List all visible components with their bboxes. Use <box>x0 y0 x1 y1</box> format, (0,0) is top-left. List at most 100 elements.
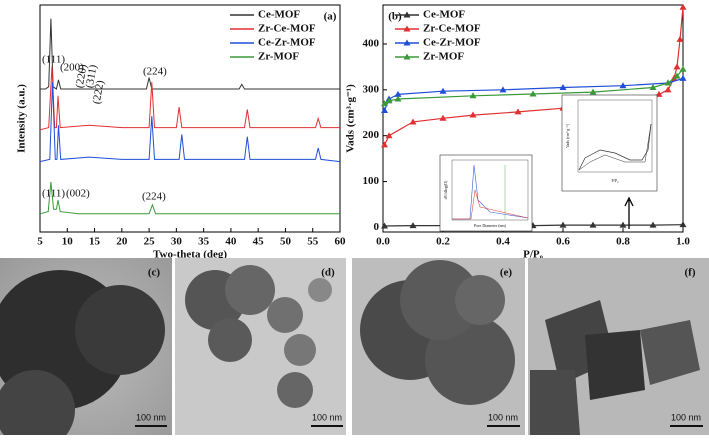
x-tick-label: 60 <box>335 236 347 248</box>
peak-label: (111) <box>42 54 65 66</box>
marker <box>559 221 567 228</box>
y-tick-label: 100 <box>363 175 380 187</box>
marker <box>514 108 522 115</box>
legend-label: Zr-MOF <box>423 51 464 63</box>
x-tick-label: 35 <box>198 236 210 248</box>
peak-label: (002) <box>66 188 90 200</box>
x-tick-label: 55 <box>307 236 319 248</box>
marker <box>381 106 388 113</box>
chart: 5 10 15 20 25 30 35 40 45 50 55 60 Two-theta (deg) In… <box>16 4 347 261</box>
series-line <box>39 82 341 163</box>
x-tick-label: 0.4 <box>496 236 510 248</box>
marker <box>381 100 388 107</box>
peak-label: (111) <box>42 188 65 200</box>
marker <box>385 97 393 104</box>
x-tick-label: 25 <box>144 236 156 248</box>
legend-label: Zr-Ce-MOF <box>423 23 481 35</box>
legend-label: Ce-MOF <box>423 9 465 21</box>
peak-label: (220) <box>74 63 90 89</box>
marker <box>409 222 417 229</box>
x-axis-title: Two-theta (deg) <box>153 249 227 261</box>
x-tick-label: 15 <box>89 236 101 248</box>
marker <box>673 72 681 79</box>
marker <box>619 221 627 228</box>
panel-label: (e) <box>500 267 513 279</box>
y-tick-label: 200 <box>363 129 380 141</box>
marker <box>679 74 687 81</box>
annotations: (111) (200) (220) (311) (222) (224) (111… <box>42 54 167 203</box>
peak-label: (222) <box>91 79 107 105</box>
x-tick-label: 30 <box>171 236 183 248</box>
scale-bar-label: 100 nm <box>488 412 518 422</box>
marker <box>589 221 597 228</box>
marker <box>381 222 388 229</box>
marker <box>499 86 507 93</box>
panel-label: (a) <box>324 11 337 23</box>
legend-label: Zr-Ce-MOF <box>258 23 316 35</box>
legend-label: Ce-Zr-MOF <box>258 37 316 49</box>
marker <box>559 84 567 91</box>
x-tick-label: 50 <box>280 236 292 248</box>
scale-bar-label: 100 nm <box>312 412 342 422</box>
series-line <box>40 18 340 90</box>
panel-label: (f) <box>685 267 696 279</box>
x-tick-label: 45 <box>253 236 265 248</box>
x-tick-label: 10 <box>62 236 74 248</box>
peak-label: (200) <box>60 62 84 74</box>
marker <box>679 221 687 228</box>
marker <box>439 114 447 121</box>
marker <box>664 79 672 86</box>
marker <box>589 88 597 95</box>
panel-label: (d) <box>321 267 335 279</box>
scale-bar-label: 100 nm <box>136 412 166 422</box>
marker <box>409 118 417 125</box>
x-tick-label: 1.0 <box>676 236 690 248</box>
x-tick-label: 0.2 <box>436 236 450 248</box>
plot-frame <box>39 4 341 233</box>
plot-frame <box>382 4 684 233</box>
marker <box>385 132 393 139</box>
marker <box>619 82 627 89</box>
x-tick-label: 0.8 <box>616 236 630 248</box>
marker <box>439 87 447 94</box>
marker <box>469 111 477 118</box>
inset-ylabel: dV/dlog(D) <box>443 180 448 199</box>
series-line <box>384 68 684 105</box>
marker <box>649 221 657 228</box>
tem-f: (f) 100 nm <box>528 258 709 435</box>
legend-label: Ce-MOF <box>258 9 300 21</box>
y-tick-label: 400 <box>363 38 380 50</box>
y-axis-title: Vads (cm³·g⁻¹) <box>345 84 357 153</box>
marker <box>381 141 388 148</box>
marker <box>664 86 672 93</box>
legend-marker <box>403 11 411 18</box>
marker <box>679 65 687 72</box>
peak-label: (224) <box>143 66 167 78</box>
x-tick-label: 5 <box>37 236 43 248</box>
panel-label: (c) <box>148 267 161 279</box>
x-tick-label: 20 <box>116 236 128 248</box>
inset-xlabel: Pore Diameter (nm) <box>474 223 507 228</box>
marker <box>673 63 681 70</box>
legend-marker <box>403 53 411 60</box>
x-axis-title: P/P₀ <box>523 249 543 261</box>
legend-label: Zr-MOF <box>258 51 299 63</box>
marker <box>469 92 477 99</box>
legend-marker <box>403 39 411 46</box>
x-tick-label: 40 <box>225 236 237 248</box>
tem-c: (c) 100 nm <box>0 258 172 440</box>
marker <box>649 84 657 91</box>
inset-ylabel: Vads (cm³ g⁻¹) <box>565 123 570 148</box>
panel-label: (b) <box>388 11 402 23</box>
marker <box>676 35 684 42</box>
inset-pore: Pore Diameter (nm) dV/dlog(D) <box>439 154 533 232</box>
marker <box>679 3 687 10</box>
series-line <box>39 182 340 215</box>
y-tick-label: 0 <box>374 221 380 233</box>
series-line <box>39 66 340 131</box>
marker <box>394 95 402 102</box>
tem-d: (d) 100 nm <box>175 258 346 435</box>
y-tick-label: 300 <box>363 83 380 95</box>
tem-e: (e) 100 nm <box>352 258 525 435</box>
